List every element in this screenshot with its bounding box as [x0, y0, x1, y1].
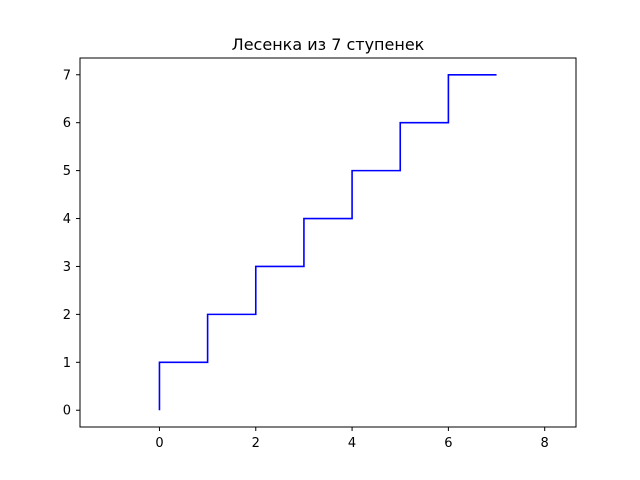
series-layer [158, 73, 497, 411]
chart-title: Лесенка из 7 ступенек [232, 35, 425, 54]
plot-area-frame [79, 57, 577, 428]
x-tick-label: 2 [252, 436, 260, 451]
y-tick-label: 6 [63, 116, 71, 131]
y-tick-label: 1 [63, 356, 71, 371]
y-tick-label: 3 [63, 260, 71, 275]
y-tick-label: 5 [63, 164, 71, 179]
x-tick-label: 4 [348, 436, 356, 451]
staircase-line [158, 73, 497, 411]
x-tick-label: 6 [444, 436, 452, 451]
x-tick-label: 0 [155, 436, 163, 451]
y-tick-label: 7 [63, 68, 71, 83]
y-tick-label: 0 [63, 404, 71, 419]
y-axis: 0 1 2 3 4 5 6 7 [63, 68, 80, 419]
x-axis: 0 2 4 6 8 [155, 427, 549, 451]
y-tick-label: 2 [63, 308, 71, 323]
y-tick-label: 4 [63, 212, 71, 227]
x-tick-label: 8 [541, 436, 549, 451]
